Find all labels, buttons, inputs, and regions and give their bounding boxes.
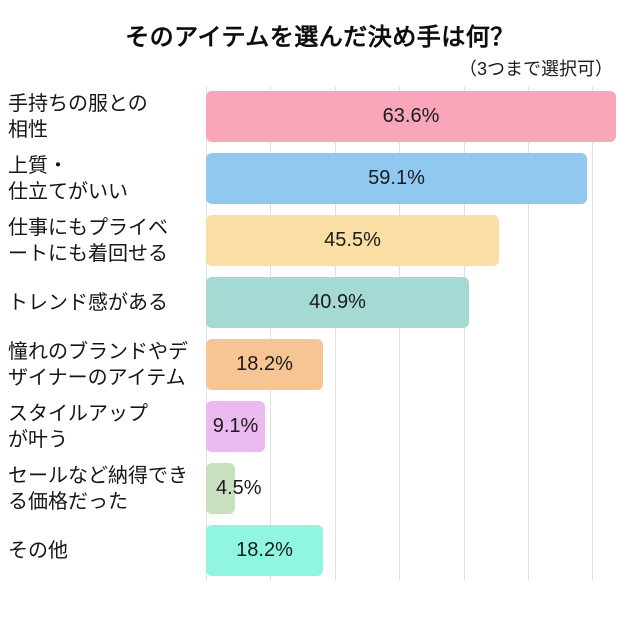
bar-area: 45.5% <box>206 215 640 266</box>
bar: 18.2% <box>206 339 323 390</box>
bar-area: 40.9% <box>206 277 640 328</box>
chart-page: そのアイテムを選んだ決め手は何？ （3つまで選択可） 手持ちの服との 相性 63.… <box>0 22 640 625</box>
category-label: 手持ちの服との 相性 <box>8 92 148 141</box>
bar-value-label: 18.2% <box>236 539 293 561</box>
bar-value-label: 9.1% <box>212 415 259 437</box>
category-label: 仕事にもプライベ ートにも着回せる <box>8 216 168 265</box>
bar-area: 9.1% <box>206 401 640 452</box>
bar-value-label: 63.6% <box>382 105 440 127</box>
bar-value-label: 45.5% <box>324 229 381 251</box>
bar-value-label: 40.9% <box>309 291 366 313</box>
bar: 9.1% <box>206 401 265 452</box>
bar: 40.9% <box>206 277 469 328</box>
category-label: トレンド感がある <box>8 291 168 314</box>
chart-rows: 手持ちの服との 相性 63.6% 上質・ 仕立てがいい 59.1% 仕事にもプライベ ー… <box>0 91 640 576</box>
chart-row: 仕事にもプライベ ートにも着回せる 45.5% <box>0 215 640 266</box>
bar-value-label: 4.5% <box>216 477 262 499</box>
bar-value-label: 59.1% <box>368 167 425 189</box>
chart-row: セールなど納得でき る価格だった 4.5% <box>0 463 640 514</box>
chart-row: スタイルアップ が叶う 9.1% <box>0 401 640 452</box>
bar: 45.5% <box>206 215 499 266</box>
chart-title: そのアイテムを選んだ決め手は何？ <box>125 24 515 51</box>
bar: 63.6% <box>206 91 616 142</box>
chart-row: トレンド感がある 40.9% <box>0 277 640 328</box>
bar: 59.1% <box>206 153 587 204</box>
bar-value-label: 18.2% <box>236 353 293 375</box>
bar-area: 18.2% <box>206 339 640 390</box>
bar-area: 59.1% <box>206 153 640 204</box>
category-label: セールなど納得でき る価格だった <box>8 464 188 513</box>
bar-chart: 手持ちの服との 相性 63.6% 上質・ 仕立てがいい 59.1% 仕事にもプライベ ー… <box>0 86 640 580</box>
chart-row: 憧れのブランドやデ ザイナーのアイテム 18.2% <box>0 339 640 390</box>
category-label: 憧れのブランドやデ ザイナーのアイテム <box>8 340 188 389</box>
category-label: その他 <box>8 539 68 562</box>
category-label: 上質・ 仕立てがいい <box>8 154 128 203</box>
chart-row: その他 18.2% <box>0 525 640 576</box>
chart-row: 上質・ 仕立てがいい 59.1% <box>0 153 640 204</box>
bar-area: 63.6% <box>206 91 640 142</box>
bar-area: 18.2% <box>206 525 640 576</box>
category-label: スタイルアップ が叶う <box>8 402 148 451</box>
bar: 4.5% <box>206 463 262 514</box>
chart-row: 手持ちの服との 相性 63.6% <box>0 91 640 142</box>
bar: 18.2% <box>206 525 323 576</box>
bar-area: 4.5% <box>206 463 640 514</box>
chart-subtitle: （3つまで選択可） <box>458 59 613 79</box>
